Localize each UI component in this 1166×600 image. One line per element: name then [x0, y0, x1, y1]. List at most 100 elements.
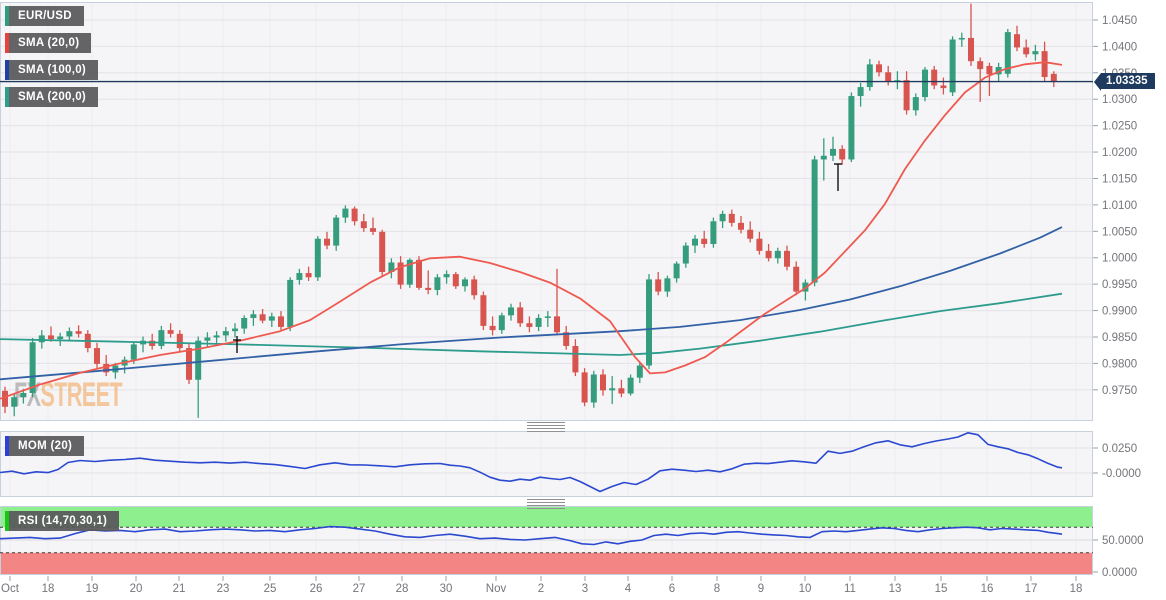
candle: [600, 374, 606, 391]
candle: [922, 69, 928, 98]
candle: [590, 374, 597, 403]
svg-text:2: 2: [538, 583, 544, 595]
svg-text:13: 13: [889, 583, 902, 595]
sma100-badge[interactable]: SMA (100,0): [5, 60, 99, 80]
candle: [38, 335, 45, 343]
rsi-badge[interactable]: RSI (14,70,30,1): [5, 511, 120, 531]
svg-text:1.0300: 1.0300: [1102, 94, 1137, 106]
candle: [2, 390, 8, 407]
candle: [278, 316, 284, 327]
svg-text:23: 23: [217, 583, 230, 595]
candle: [462, 279, 468, 287]
svg-text:15: 15: [935, 583, 948, 595]
svg-text:1.0200: 1.0200: [1102, 147, 1137, 159]
candle: [618, 388, 625, 394]
panel-resize-handle-rsi[interactable]: [527, 499, 565, 509]
candle: [572, 345, 579, 373]
candle: [968, 37, 974, 62]
candle: [232, 328, 238, 332]
candle: [324, 238, 330, 246]
candle: [498, 315, 505, 331]
svg-text:9: 9: [758, 583, 764, 595]
candle: [222, 331, 229, 336]
svg-text:21: 21: [173, 583, 186, 595]
candle: [756, 238, 763, 251]
candle: [259, 314, 266, 321]
candle: [57, 336, 64, 340]
candle: [830, 148, 836, 156]
candles-group: [2, 3, 1057, 418]
mom-badge[interactable]: MOM (20): [5, 436, 85, 456]
candle: [793, 266, 800, 292]
candle: [544, 316, 551, 318]
candle: [774, 250, 781, 259]
last-price-tag: 1.03335: [1094, 73, 1155, 91]
candle: [1023, 47, 1030, 55]
candle: [977, 61, 984, 70]
svg-text:0.9800: 0.9800: [1102, 358, 1137, 370]
chart-annotation: [233, 336, 241, 353]
svg-text:0.9950: 0.9950: [1102, 279, 1137, 291]
momentum-line: [0, 431, 1063, 493]
candle: [370, 228, 376, 232]
candle: [986, 65, 993, 75]
sma200-badge[interactable]: SMA (200,0): [5, 87, 99, 107]
svg-text:30: 30: [440, 583, 453, 595]
candle: [480, 295, 487, 326]
candle: [342, 208, 349, 218]
svg-text:-0.0000: -0.0000: [1102, 468, 1141, 480]
candle: [287, 279, 294, 327]
candle: [1041, 51, 1048, 78]
rsi-oversold-band: [1, 552, 1092, 574]
candle: [811, 159, 818, 283]
instrument-badge[interactable]: EUR/USD: [5, 6, 84, 26]
svg-text:6: 6: [669, 583, 675, 595]
svg-text:17: 17: [1025, 583, 1038, 595]
candle: [728, 213, 735, 223]
candle: [563, 332, 570, 346]
chart-annotation: [834, 163, 842, 191]
candle: [931, 69, 938, 86]
candle: [710, 221, 717, 244]
candle: [949, 39, 956, 93]
candle: [305, 273, 312, 278]
candle: [416, 259, 422, 288]
candle: [673, 263, 680, 279]
candle: [1050, 73, 1057, 82]
candle: [452, 274, 459, 287]
candle: [940, 85, 947, 89]
candle: [517, 307, 524, 324]
candle: [130, 344, 137, 360]
sma-100-0-line: [0, 226, 1063, 381]
candle: [903, 80, 910, 111]
candle: [738, 222, 744, 230]
candle: [554, 316, 560, 333]
candle: [351, 208, 358, 222]
candle: [765, 250, 772, 259]
candle: [11, 397, 18, 407]
candle: [682, 245, 689, 264]
candle: [701, 238, 708, 244]
svg-text:50.0000: 50.0000: [1102, 535, 1144, 547]
candle: [866, 64, 873, 88]
candle: [609, 388, 616, 391]
candle: [664, 278, 671, 292]
svg-text:1.0100: 1.0100: [1102, 200, 1137, 212]
candle: [103, 363, 110, 373]
svg-text:11: 11: [844, 583, 856, 595]
panel-resize-handle-mom[interactable]: [527, 422, 565, 432]
rsi-line: [0, 525, 1063, 546]
svg-text:Nov: Nov: [486, 583, 507, 595]
sma20-badge[interactable]: SMA (20,0): [5, 33, 92, 53]
candle: [379, 231, 386, 272]
svg-text:0.0250: 0.0250: [1102, 443, 1137, 455]
candle: [912, 97, 919, 111]
candle: [885, 72, 892, 82]
candle: [158, 330, 165, 346]
svg-text:1.0050: 1.0050: [1102, 226, 1137, 238]
rsi-overbought-band: [1, 507, 1092, 528]
candle: [29, 342, 36, 393]
candle: [241, 317, 248, 329]
candle: [526, 323, 533, 327]
